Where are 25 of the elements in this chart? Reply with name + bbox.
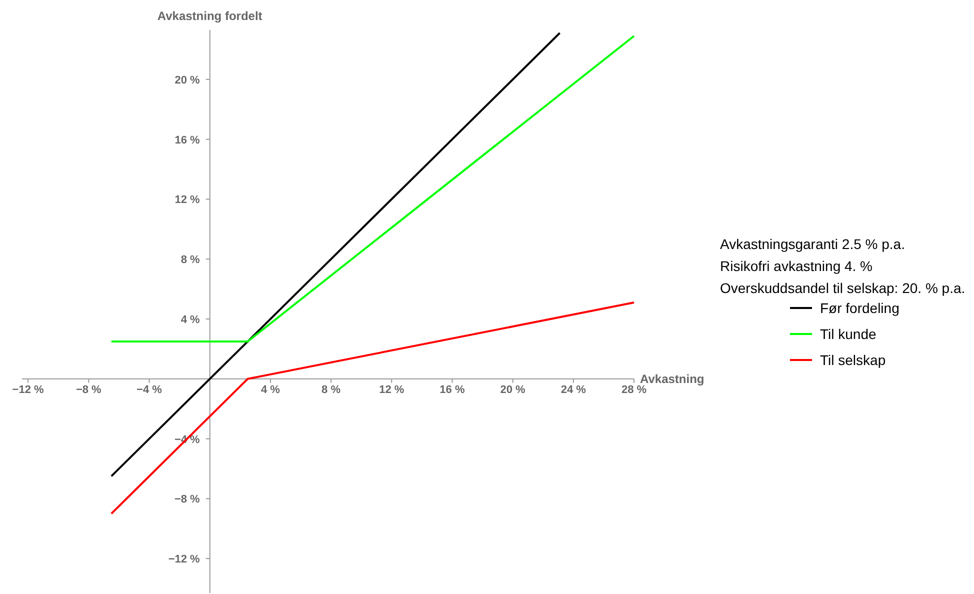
x-tick-label: 12 % — [379, 384, 404, 396]
x-tick-label: −8 % — [76, 384, 102, 396]
legend-label: Til kunde — [820, 326, 876, 342]
x-tick-label: −12 % — [12, 384, 44, 396]
x-tick-label: −4 % — [136, 384, 162, 396]
y-tick-label: −12 % — [168, 554, 200, 566]
legend-label: Før fordeling — [820, 300, 900, 316]
y-tick-label: 20 % — [174, 74, 200, 86]
y-tick-label: 4 % — [180, 314, 200, 326]
x-tick-label: 20 % — [500, 384, 526, 396]
x-axis-title: Avkastning — [640, 372, 704, 386]
y-tick-label: 12 % — [174, 194, 200, 206]
y-tick-label: 16 % — [174, 134, 200, 146]
y-axis-title: Avkastning fordelt — [157, 9, 262, 23]
text: Overskuddsandel til selskap: 20. % p.a. — [720, 280, 966, 296]
y-tick-label: −8 % — [174, 494, 200, 506]
legend-label: Til selskap — [820, 352, 886, 368]
x-tick-label: 28 % — [621, 384, 647, 396]
x-tick-label: 16 % — [440, 384, 465, 396]
y-tick-label: 8 % — [180, 254, 200, 266]
x-tick-label: 24 % — [560, 384, 586, 396]
x-tick-label: 8 % — [322, 384, 341, 396]
text: Risikofri avkastning 4. % — [720, 258, 873, 274]
text: Avkastningsgaranti 2.5 % p.a. — [720, 236, 905, 252]
x-tick-label: 4 % — [260, 384, 280, 396]
